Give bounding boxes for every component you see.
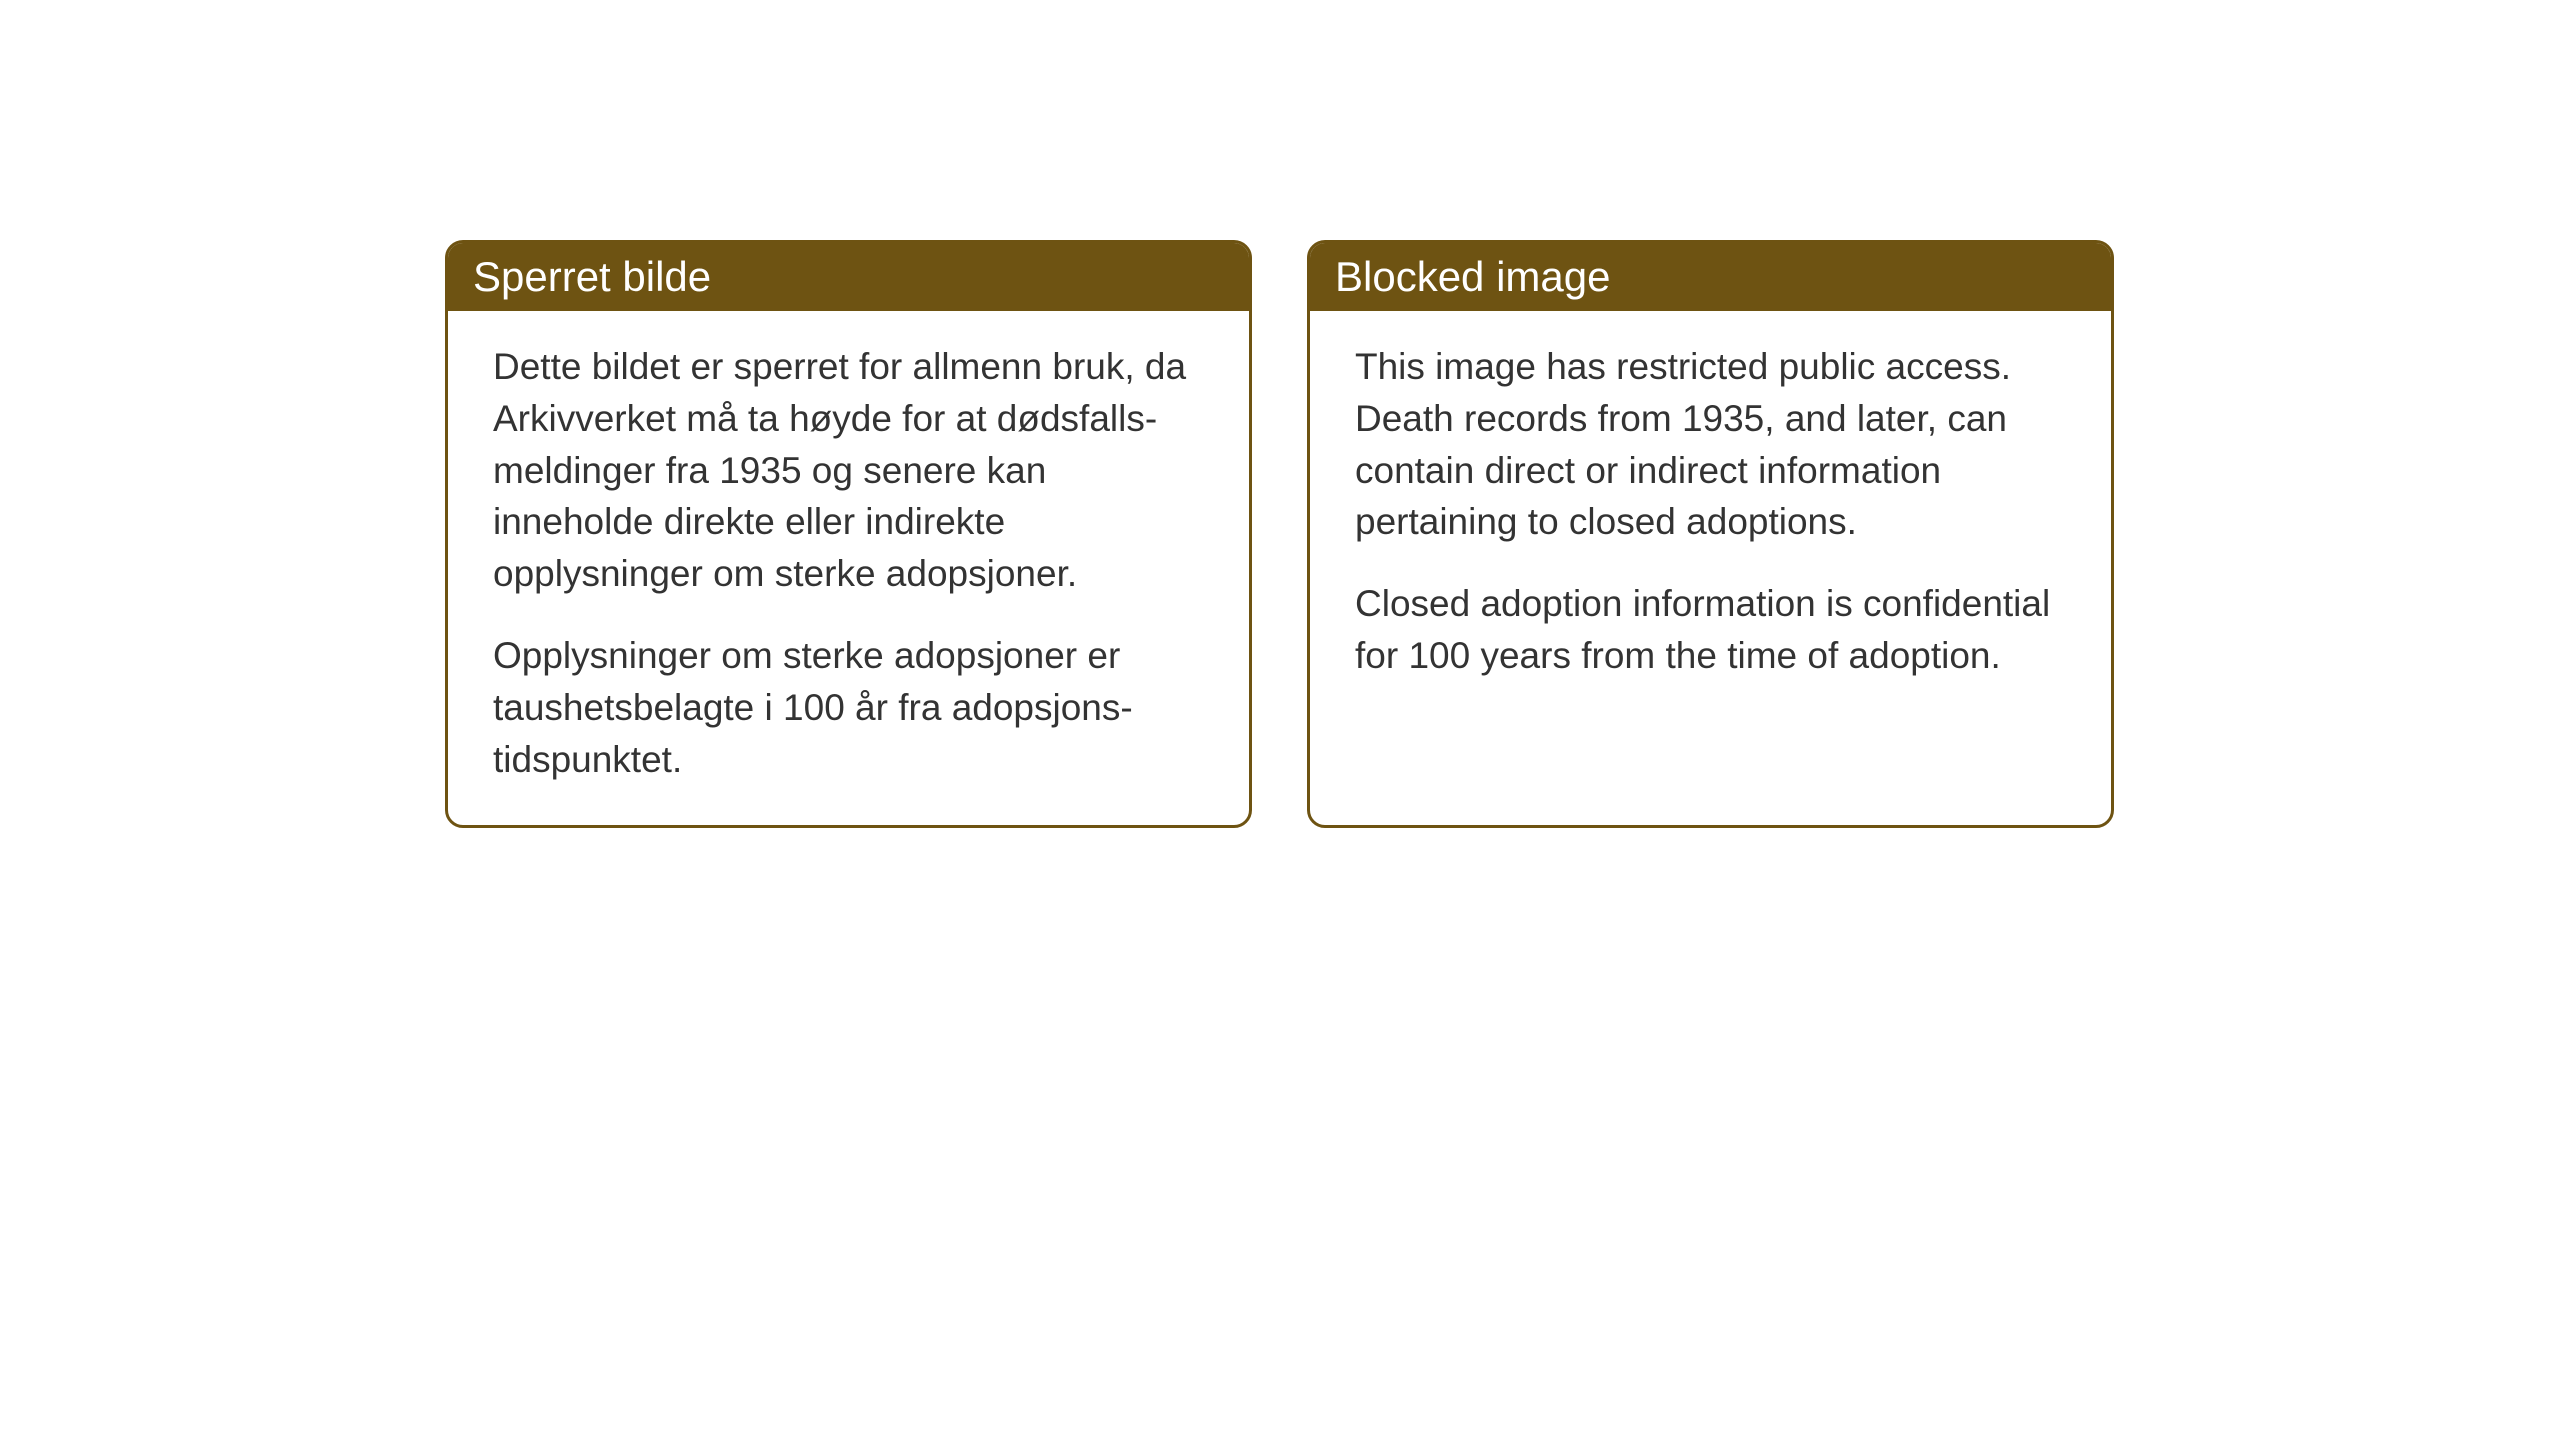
card-paragraph-norwegian-1: Dette bildet er sperret for allmenn bruk… bbox=[493, 341, 1204, 600]
card-title-norwegian: Sperret bilde bbox=[473, 253, 711, 300]
card-body-english: This image has restricted public access.… bbox=[1310, 311, 2111, 722]
notice-container: Sperret bilde Dette bildet er sperret fo… bbox=[445, 240, 2114, 828]
card-paragraph-english-1: This image has restricted public access.… bbox=[1355, 341, 2066, 548]
card-header-english: Blocked image bbox=[1310, 243, 2111, 311]
card-paragraph-english-2: Closed adoption information is confident… bbox=[1355, 578, 2066, 682]
notice-card-english: Blocked image This image has restricted … bbox=[1307, 240, 2114, 828]
card-header-norwegian: Sperret bilde bbox=[448, 243, 1249, 311]
notice-card-norwegian: Sperret bilde Dette bildet er sperret fo… bbox=[445, 240, 1252, 828]
card-paragraph-norwegian-2: Opplysninger om sterke adopsjoner er tau… bbox=[493, 630, 1204, 785]
card-body-norwegian: Dette bildet er sperret for allmenn bruk… bbox=[448, 311, 1249, 825]
card-title-english: Blocked image bbox=[1335, 253, 1610, 300]
